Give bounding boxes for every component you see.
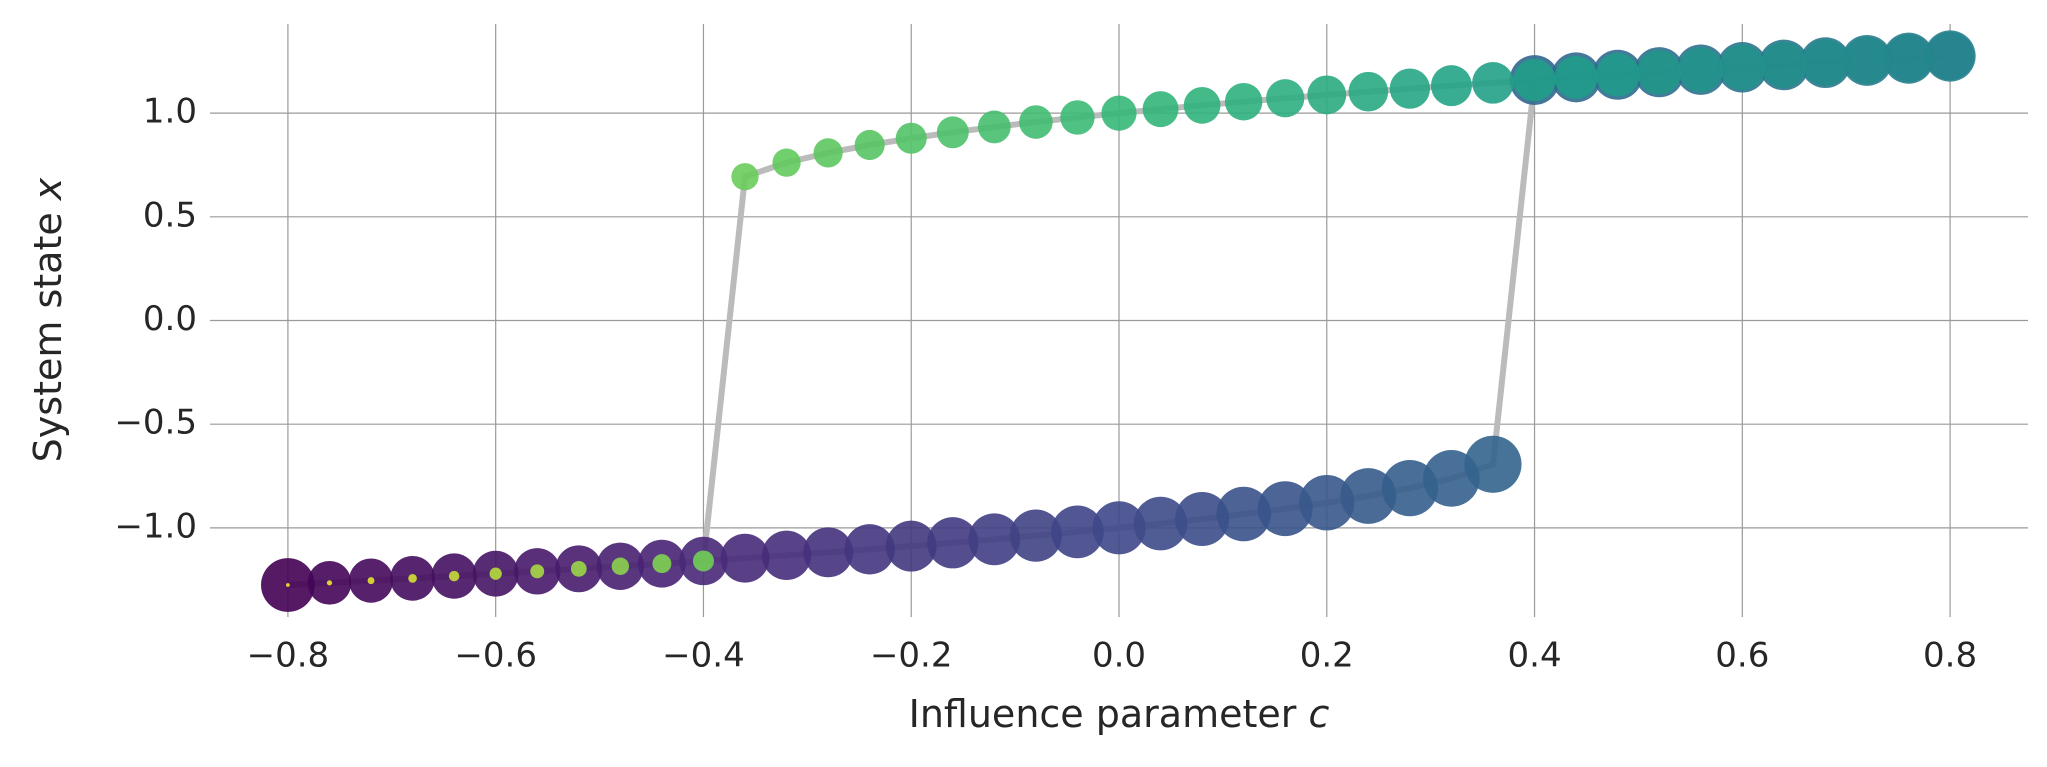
point <box>844 524 895 575</box>
point <box>489 567 502 580</box>
x-tick-label: 0.4 <box>1508 636 1562 676</box>
point <box>813 138 843 168</box>
point <box>1637 50 1682 95</box>
point <box>1257 481 1313 537</box>
point <box>1183 86 1221 124</box>
point <box>1348 71 1389 112</box>
x-tick-label: 0.8 <box>1923 636 1977 676</box>
point <box>1464 435 1522 493</box>
x-tick-label: −0.4 <box>662 636 745 676</box>
point <box>611 557 630 575</box>
point <box>1340 468 1397 524</box>
point <box>1513 58 1556 102</box>
y-tick-label: 0.5 <box>143 195 197 235</box>
point <box>1843 36 1891 85</box>
x-tick-label: 0.0 <box>1092 636 1146 676</box>
point <box>854 129 885 161</box>
point <box>1430 65 1472 107</box>
point <box>1719 44 1766 91</box>
x-tick-label: 0.2 <box>1300 636 1354 676</box>
x-axis-label: Influence parameter c <box>909 692 1330 736</box>
point <box>968 513 1021 566</box>
point <box>1175 491 1230 547</box>
point <box>895 122 927 154</box>
point <box>1802 39 1849 86</box>
point <box>1051 505 1104 559</box>
x-tick-label: −0.6 <box>454 636 537 676</box>
point <box>720 533 770 583</box>
point <box>408 574 417 583</box>
point <box>936 116 969 149</box>
point <box>1101 95 1137 131</box>
point <box>1472 61 1514 104</box>
point <box>1142 91 1179 128</box>
point <box>1678 47 1724 93</box>
point <box>1133 496 1188 551</box>
x-tick-label: 0.6 <box>1715 636 1769 676</box>
point <box>326 580 333 586</box>
x-tick-label: −0.8 <box>247 636 330 676</box>
x-tick-label: −0.2 <box>870 636 953 676</box>
point <box>530 564 545 579</box>
point <box>1224 82 1263 121</box>
y-tick-label: 1.0 <box>143 92 197 132</box>
y-axis-label: System state x <box>26 177 70 462</box>
point <box>448 570 460 582</box>
y-tick-label: −0.5 <box>114 403 197 443</box>
y-tick-label: −1.0 <box>114 506 197 546</box>
point <box>1760 41 1807 88</box>
point <box>731 163 759 191</box>
y-tick-label: 0.0 <box>143 299 197 339</box>
point <box>1060 100 1095 135</box>
point <box>652 554 672 574</box>
point <box>1092 501 1146 555</box>
point <box>927 517 979 569</box>
point <box>570 560 587 577</box>
point <box>1554 55 1598 99</box>
point <box>1019 105 1053 139</box>
point <box>803 527 854 578</box>
point <box>1884 34 1933 83</box>
point <box>977 110 1011 144</box>
point <box>761 530 812 581</box>
point <box>286 583 290 587</box>
point <box>367 577 375 585</box>
point <box>1299 475 1355 531</box>
point <box>1009 509 1063 562</box>
point <box>1307 75 1347 115</box>
point <box>885 520 937 572</box>
point <box>1595 52 1640 97</box>
point <box>1389 68 1431 109</box>
point <box>1925 31 1975 81</box>
point <box>692 550 714 572</box>
point <box>1266 79 1305 118</box>
point <box>1216 486 1271 542</box>
point <box>772 148 801 177</box>
